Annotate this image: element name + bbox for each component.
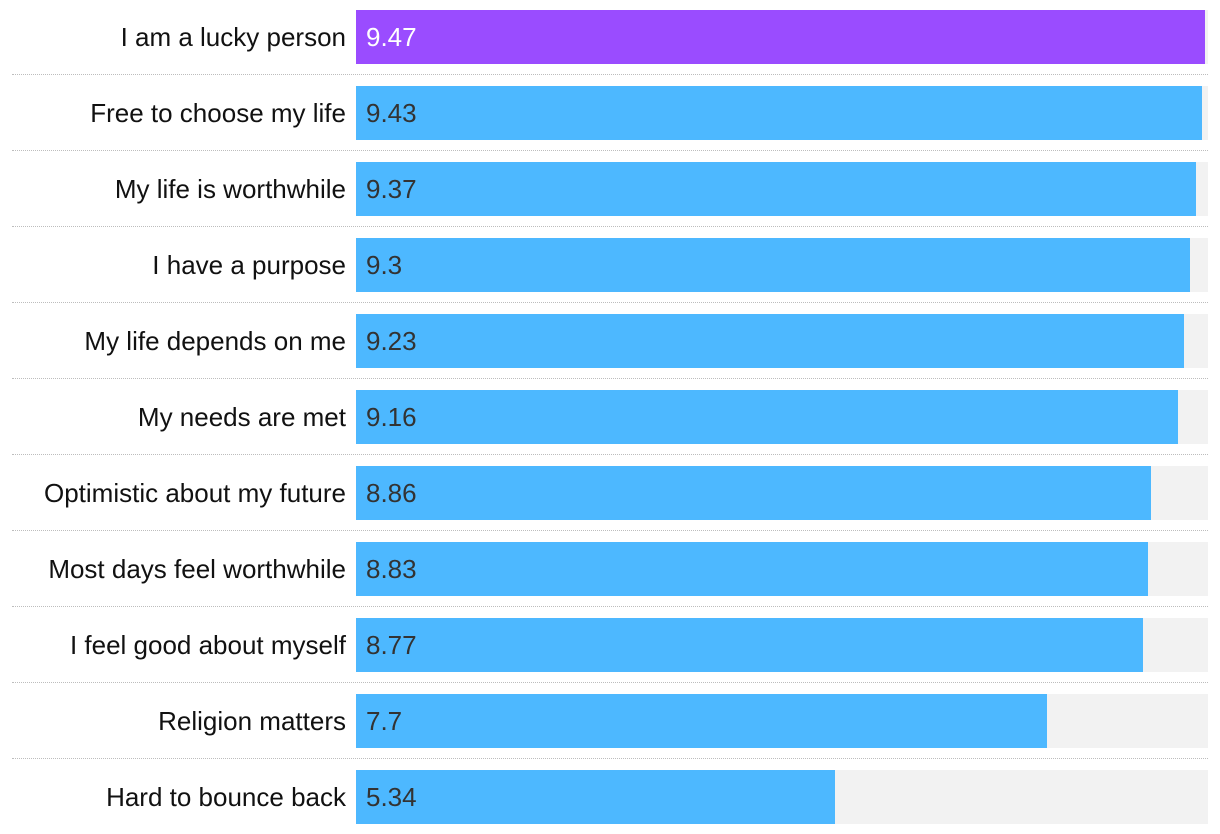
row-divider [12, 530, 1208, 531]
highlighted-bar [356, 10, 1205, 64]
row-divider [12, 378, 1208, 379]
category-label: Free to choose my life [90, 98, 346, 128]
bar [356, 314, 1184, 368]
bar [356, 618, 1143, 672]
category-label: My life depends on me [84, 326, 346, 356]
bar [356, 694, 1047, 748]
category-label: Optimistic about my future [44, 478, 346, 508]
value-label: 9.47 [366, 22, 417, 52]
bar-row: My life depends on me 9.23 [0, 314, 1220, 368]
bar [356, 86, 1202, 140]
bar-track: 9.47 [356, 10, 1208, 64]
value-label: 8.77 [366, 630, 417, 660]
category-label: I am a lucky person [120, 22, 346, 52]
bar-row: Religion matters 7.7 [0, 694, 1220, 748]
value-label: 9.43 [366, 98, 417, 128]
bar [356, 390, 1178, 444]
category-label: My needs are met [137, 402, 346, 432]
category-label: I feel good about myself [69, 630, 346, 660]
bar-track: 5.34 [356, 770, 1208, 824]
bar-row: My life is worthwhile 9.37 [0, 162, 1220, 216]
value-label: 8.86 [366, 478, 417, 508]
value-label: 9.3 [366, 250, 403, 280]
category-label: I have a purpose [152, 250, 346, 280]
bar-track: 9.43 [356, 86, 1208, 140]
row-divider [12, 150, 1208, 151]
bar-row: Optimistic about my future 8.86 [0, 466, 1220, 520]
bar [356, 542, 1148, 596]
bar-track: 8.77 [356, 618, 1208, 672]
bar [356, 238, 1190, 292]
row-divider [12, 454, 1208, 455]
value-label: 9.16 [366, 402, 417, 432]
bar-track: 8.86 [356, 466, 1208, 520]
row-divider [12, 226, 1208, 227]
category-label: Most days feel worthwhile [48, 554, 346, 584]
value-label: 7.7 [366, 706, 403, 736]
bar-row: I am a lucky person 9.47 [0, 10, 1220, 64]
bar-track: 9.23 [356, 314, 1208, 368]
value-label: 9.37 [366, 174, 417, 204]
row-divider [12, 758, 1208, 759]
bar [356, 770, 835, 824]
category-label: Hard to bounce back [106, 782, 346, 812]
bar-track: 9.16 [356, 390, 1208, 444]
bar-row: I have a purpose 9.3 [0, 238, 1220, 292]
value-label: 5.34 [366, 782, 417, 812]
bar-track: 9.3 [356, 238, 1208, 292]
bar [356, 162, 1196, 216]
bar-row: I feel good about myself 8.77 [0, 618, 1220, 672]
value-label: 8.83 [366, 554, 417, 584]
category-label: My life is worthwhile [114, 174, 346, 204]
bar-row: Hard to bounce back 5.34 [0, 770, 1220, 824]
bar [356, 466, 1151, 520]
bar-track: 8.83 [356, 542, 1208, 596]
bar-row: Most days feel worthwhile 8.83 [0, 542, 1220, 596]
row-divider [12, 302, 1208, 303]
category-label: Religion matters [158, 706, 346, 736]
bar-track: 7.7 [356, 694, 1208, 748]
bar-row: Free to choose my life 9.43 [0, 86, 1220, 140]
row-divider [12, 74, 1208, 75]
bar-track: 9.37 [356, 162, 1208, 216]
value-label: 9.23 [366, 326, 417, 356]
row-divider [12, 682, 1208, 683]
row-divider [12, 606, 1208, 607]
bar-row: My needs are met 9.16 [0, 390, 1220, 444]
